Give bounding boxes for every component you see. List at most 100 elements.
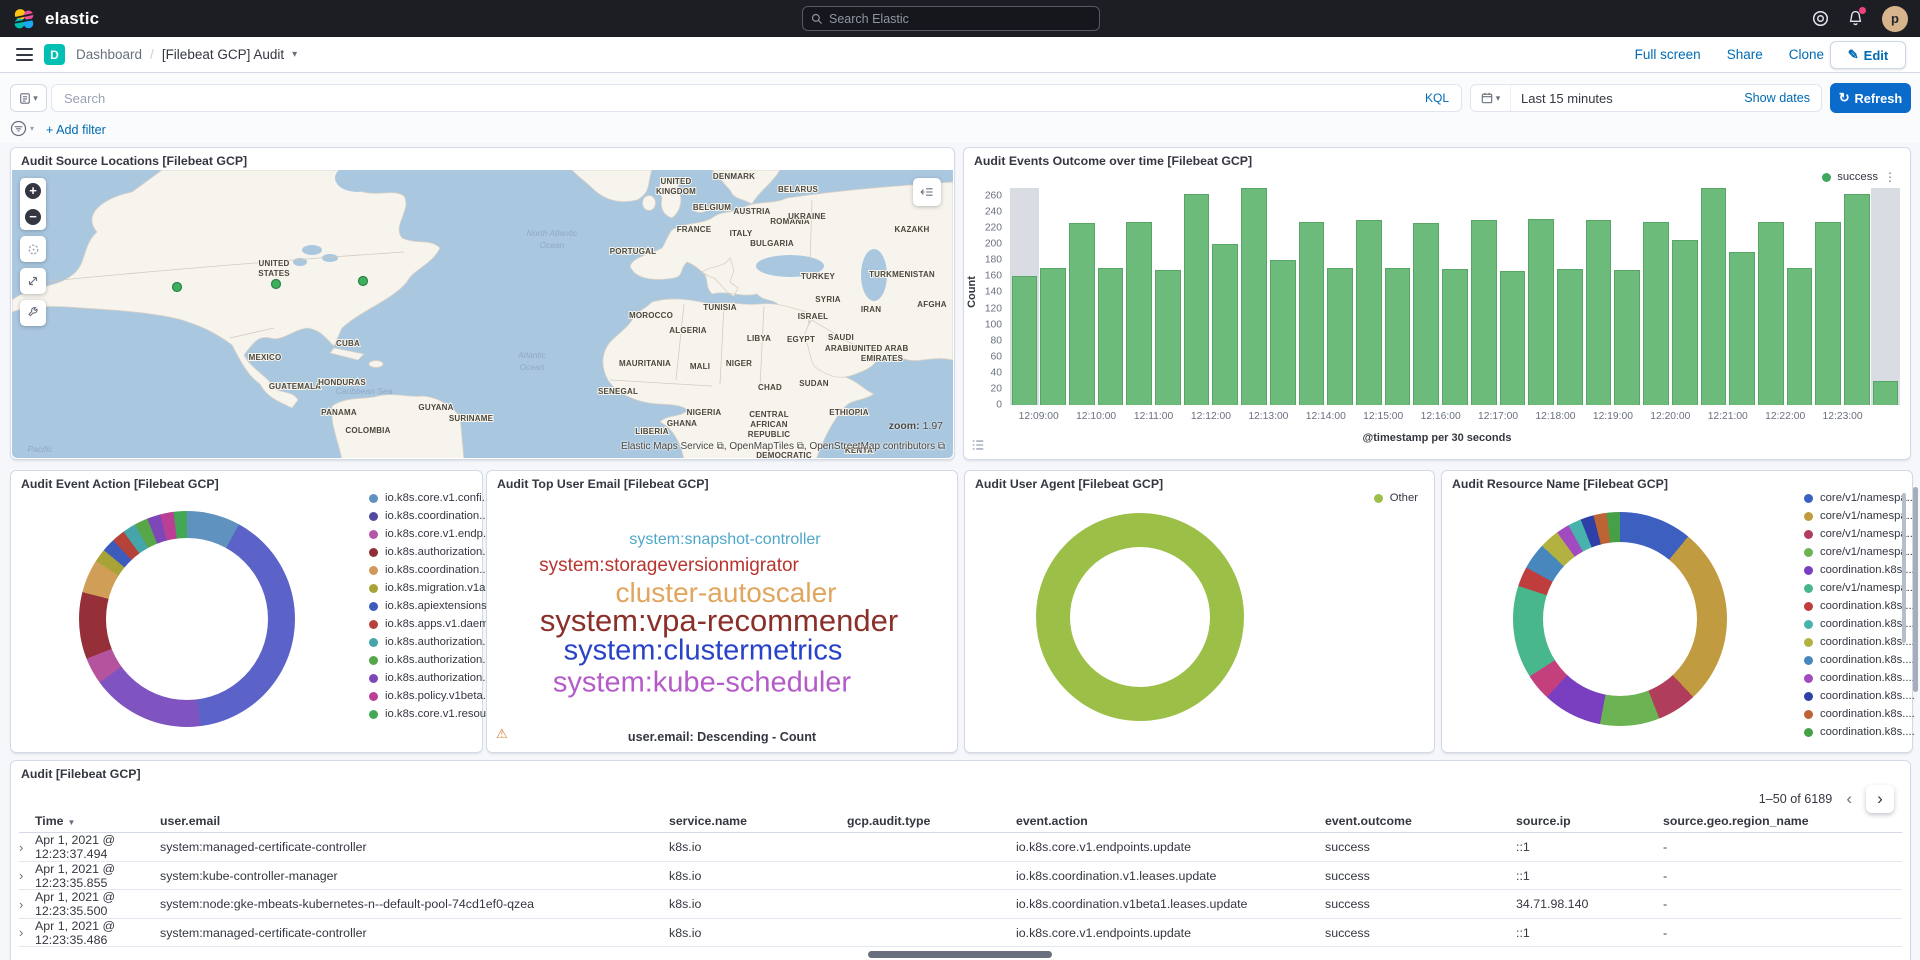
chart-legend[interactable]: success ⋮: [1822, 170, 1896, 184]
panel-title[interactable]: Audit Event Action [Filebeat GCP]: [21, 477, 219, 491]
legend-item[interactable]: io.k8s.migration.v1al...: [369, 579, 498, 597]
filter-menu-button[interactable]: ▾: [10, 120, 34, 137]
bar[interactable]: [1470, 220, 1497, 405]
bar[interactable]: [1068, 222, 1095, 405]
table-column-header[interactable]: user.email: [160, 813, 221, 828]
bar[interactable]: [1011, 276, 1038, 405]
avatar[interactable]: p: [1882, 5, 1908, 32]
bar[interactable]: [1671, 240, 1698, 405]
map-zoom-out-button[interactable]: −: [20, 204, 46, 230]
legend-item[interactable]: coordination.k8s....: [1804, 651, 1916, 669]
panel-title[interactable]: Audit Top User Email [Filebeat GCP]: [497, 477, 709, 491]
tag-cloud-word[interactable]: system:vpa-recommender: [539, 603, 899, 638]
legend-item[interactable]: io.k8s.authorization....: [369, 543, 498, 561]
bar[interactable]: [1700, 188, 1727, 405]
expand-row-chevron[interactable]: ›: [19, 896, 24, 912]
map-fit-data-button[interactable]: [20, 236, 46, 262]
bar[interactable]: [1212, 244, 1239, 405]
bar[interactable]: [1844, 194, 1870, 405]
kql-search-input[interactable]: Search KQL: [51, 84, 1462, 112]
bar[interactable]: [1241, 188, 1267, 405]
bar[interactable]: [1442, 269, 1468, 405]
tag-cloud-word[interactable]: system:kube-scheduler: [552, 666, 852, 699]
menu-hamburger-button[interactable]: [16, 48, 33, 61]
next-page-button[interactable]: ›: [1866, 785, 1894, 813]
legend-item[interactable]: coordination.k8s....: [1804, 705, 1916, 723]
legend-item[interactable]: io.k8s.core.v1.confi...: [369, 489, 498, 507]
tag-cloud-word[interactable]: system:clustermetrics: [563, 634, 843, 667]
legend-item[interactable]: io.k8s.coordination....: [369, 507, 498, 525]
legend-item[interactable]: Other: [1373, 489, 1418, 507]
user-agent-donut-chart[interactable]: [1036, 513, 1244, 721]
bar[interactable]: [1384, 268, 1411, 405]
bar[interactable]: [1585, 220, 1612, 405]
map-canvas[interactable]: North Atlantic Ocean Atlantic Ocean Caribbea…: [12, 170, 953, 458]
legend-item[interactable]: core/v1/namespa...: [1804, 525, 1916, 543]
bar[interactable]: [1097, 268, 1124, 405]
previous-page-button[interactable]: ‹: [1846, 789, 1852, 808]
bar[interactable]: [1126, 221, 1153, 405]
chevron-down-icon[interactable]: ▾: [292, 49, 298, 60]
bar[interactable]: [1528, 219, 1554, 405]
map-attribution[interactable]: Elastic Maps Service ⧉, OpenMapTiles ⧉, …: [621, 441, 945, 452]
table-column-header[interactable]: Time ▼: [35, 813, 76, 828]
table-row[interactable]: › Apr 1, 2021 @ 12:23:35.486 system:manage…: [19, 919, 1902, 947]
event-action-donut-chart[interactable]: [79, 511, 295, 727]
map-data-marker[interactable]: [357, 275, 369, 287]
bar[interactable]: [1040, 268, 1066, 405]
legend-label[interactable]: success: [1837, 171, 1878, 183]
legend-item[interactable]: coordination.k8s....: [1804, 687, 1916, 705]
legend-item[interactable]: coordination.k8s....: [1804, 615, 1916, 633]
expand-row-chevron[interactable]: ›: [19, 839, 24, 855]
panel-title[interactable]: Audit User Agent [Filebeat GCP]: [975, 477, 1164, 491]
bar[interactable]: [1298, 221, 1325, 405]
legend-item[interactable]: coordination.k8s....: [1804, 561, 1916, 579]
expand-row-chevron[interactable]: ›: [19, 868, 24, 883]
resource-name-donut-chart[interactable]: [1513, 512, 1727, 726]
share-link[interactable]: Share: [1726, 47, 1763, 62]
saved-query-menu-button[interactable]: ▾: [10, 84, 47, 112]
full-screen-link[interactable]: Full screen: [1634, 47, 1701, 62]
map-data-marker[interactable]: [270, 278, 282, 290]
table-column-header[interactable]: event.outcome: [1325, 813, 1412, 828]
legend-options-icon[interactable]: ⋮: [1884, 170, 1896, 184]
legend-item[interactable]: io.k8s.policy.v1beta...: [369, 687, 498, 705]
bar[interactable]: [1413, 223, 1440, 405]
horizontal-scrollbar[interactable]: [868, 951, 1052, 958]
panel-title[interactable]: Audit Events Outcome over time [Filebeat…: [974, 154, 1253, 168]
tag-cloud-word[interactable]: system:storageversionmigrator: [539, 555, 799, 576]
bar[interactable]: [1183, 194, 1210, 405]
tag-cloud-word[interactable]: system:snapshot-controller: [629, 531, 821, 548]
legend-scrollbar[interactable]: [1902, 493, 1906, 643]
map-measure-button[interactable]: [20, 268, 46, 294]
legend-item[interactable]: core/v1/namespa...: [1804, 579, 1916, 597]
panel-title[interactable]: Audit Resource Name [Filebeat GCP]: [1452, 477, 1668, 491]
edit-button[interactable]: ✎ Edit: [1830, 41, 1906, 69]
expand-row-chevron[interactable]: ›: [19, 925, 24, 940]
table-column-header[interactable]: source.ip: [1516, 813, 1571, 828]
bar[interactable]: [1786, 268, 1813, 405]
bar[interactable]: [1556, 269, 1583, 405]
legend-item[interactable]: core/v1/namespa...: [1804, 507, 1916, 525]
legend-item[interactable]: io.k8s.authorization....: [369, 633, 498, 651]
tag-cloud-word[interactable]: cluster-autoscaler: [615, 577, 837, 608]
bar[interactable]: [1815, 221, 1842, 405]
breadcrumb-dashboard[interactable]: Dashboard: [76, 47, 143, 62]
bar[interactable]: [1643, 221, 1669, 405]
panel-title[interactable]: Audit Source Locations [Filebeat GCP]: [21, 154, 248, 168]
table-column-header[interactable]: service.name: [669, 813, 747, 828]
table-row[interactable]: › Apr 1, 2021 @ 12:23:35.500 system:node:g…: [19, 890, 1902, 919]
legend-item[interactable]: io.k8s.coordination....: [369, 561, 498, 579]
legend-item[interactable]: io.k8s.authorization....: [369, 669, 498, 687]
table-column-header[interactable]: event.action: [1016, 813, 1088, 828]
bar[interactable]: [1729, 252, 1755, 405]
refresh-button[interactable]: ↻ Refresh: [1830, 83, 1911, 113]
legend-item[interactable]: io.k8s.apiextensions...: [369, 597, 498, 615]
table-row[interactable]: › Apr 1, 2021 @ 12:23:35.855 system:kube-c…: [19, 862, 1902, 890]
bar[interactable]: [1327, 268, 1353, 405]
table-column-header[interactable]: source.geo.region_name: [1663, 813, 1809, 828]
bar[interactable]: [1155, 269, 1181, 405]
legend-toggle-icon[interactable]: [971, 438, 985, 452]
help-icon[interactable]: [1812, 10, 1829, 27]
bar[interactable]: [1356, 220, 1382, 405]
